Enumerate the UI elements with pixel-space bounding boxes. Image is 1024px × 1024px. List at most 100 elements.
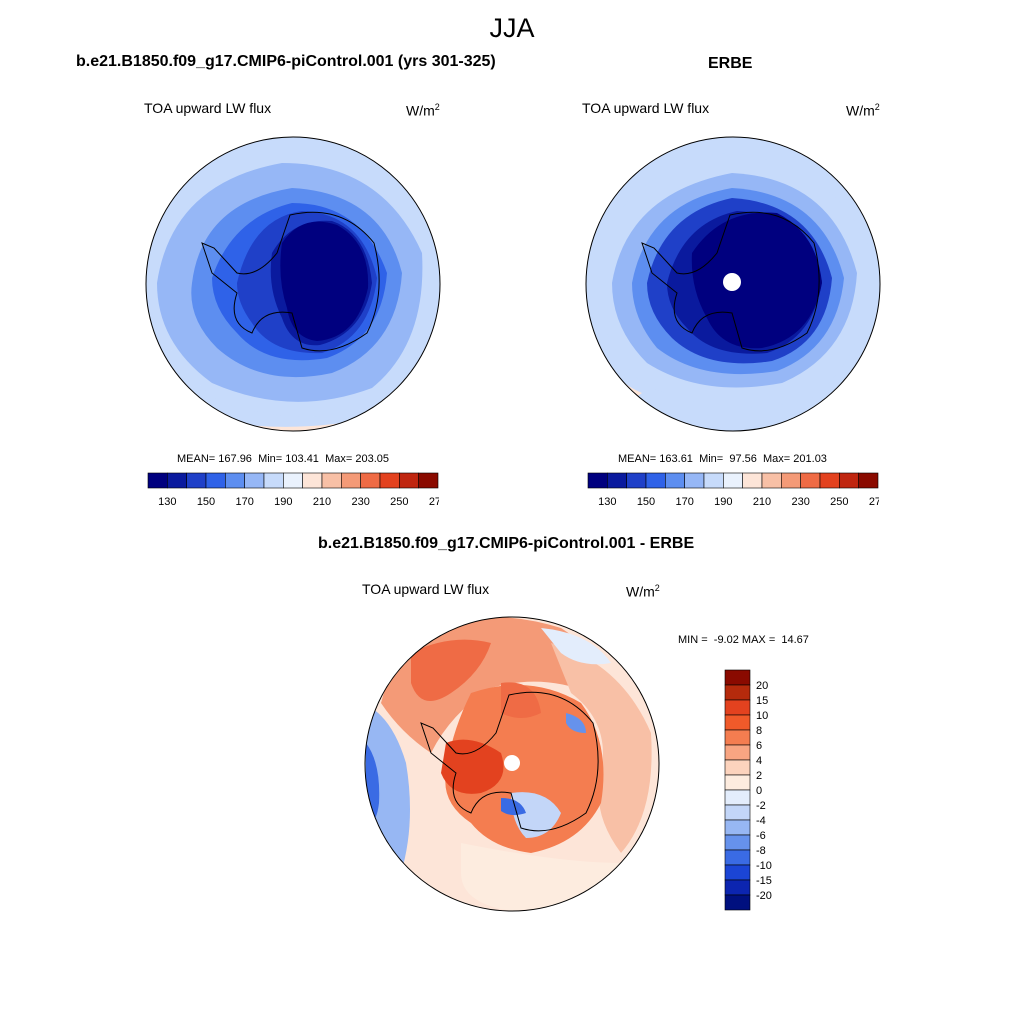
model-colorbar-boxes (147, 472, 439, 489)
model-polar-map (145, 136, 441, 432)
colorbar-tick-label: 20 (756, 680, 768, 692)
colorbar-box (724, 669, 751, 686)
colorbar-tick-label: 150 (197, 496, 215, 508)
colorbar-box (626, 472, 647, 489)
colorbar-box (724, 819, 751, 836)
colorbar-box (839, 472, 859, 489)
model-units-label: W/m2 (406, 102, 440, 119)
colorbar-tick-label: 170 (235, 496, 253, 508)
colorbar-box (360, 472, 381, 489)
colorbar-box (167, 472, 187, 489)
colorbar-box (724, 714, 751, 731)
colorbar-box (418, 472, 439, 489)
colorbar-box (379, 472, 400, 489)
colorbar-tick-label: 250 (830, 496, 848, 508)
model-colorbar-ticks: 130 150 170 190 210 230 250 270 (158, 496, 439, 508)
colorbar-box (724, 804, 751, 821)
colorbar-box (800, 472, 821, 489)
obs-panel-title: ERBE (708, 55, 753, 72)
colorbar-tick-label: -6 (756, 830, 766, 842)
colorbar-tick-label: -15 (756, 875, 772, 887)
colorbar-box (724, 879, 751, 896)
colorbar-tick-label: 4 (756, 755, 762, 767)
diff-stats: MIN = -9.02 MAX = 14.67 (678, 634, 809, 646)
colorbar-tick-label: -2 (756, 800, 766, 812)
colorbar-box (587, 472, 608, 489)
colorbar-tick-label: 130 (158, 496, 176, 508)
colorbar-box (781, 472, 801, 489)
colorbar-box (723, 472, 743, 489)
model-stats: MEAN= 167.96 Min= 103.41 Max= 203.05 (177, 453, 389, 465)
diff-variable-label: TOA upward LW flux (362, 581, 490, 597)
colorbar-tick-label: -20 (756, 890, 772, 902)
obs-colorbar-boxes (587, 472, 879, 489)
colorbar-box (283, 472, 303, 489)
colorbar-box (724, 834, 751, 851)
obs-colorbar: 130 150 170 190 210 230 250 270 (587, 472, 879, 508)
colorbar-tick-label: 170 (675, 496, 693, 508)
colorbar-box (684, 472, 705, 489)
colorbar-tick-label: -8 (756, 845, 766, 857)
colorbar-box (724, 729, 751, 746)
colorbar-tick-label: 8 (756, 725, 762, 737)
obs-polar-map (585, 136, 881, 432)
colorbar-box (665, 472, 685, 489)
colorbar-box (819, 472, 840, 489)
colorbar-box (858, 472, 879, 489)
colorbar-box (724, 759, 751, 776)
colorbar-box (244, 472, 265, 489)
colorbar-box (724, 684, 751, 701)
colorbar-tick-label: 0 (756, 785, 762, 797)
colorbar-tick-label: 230 (791, 496, 809, 508)
colorbar-box (724, 774, 751, 791)
colorbar-tick-label: 230 (351, 496, 369, 508)
colorbar-tick-label: -4 (756, 815, 766, 827)
colorbar-tick-label: 190 (274, 496, 292, 508)
obs-stats: MEAN= 163.61 Min= 97.56 Max= 201.03 (618, 453, 827, 465)
colorbar-tick-label: 2 (756, 770, 762, 782)
colorbar-tick-label: 6 (756, 740, 762, 752)
colorbar-box (724, 894, 751, 911)
colorbar-tick-label: 250 (390, 496, 408, 508)
colorbar-box (607, 472, 627, 489)
colorbar-tick-label: 190 (714, 496, 732, 508)
obs-variable-label: TOA upward LW flux (582, 100, 710, 116)
colorbar-box (302, 472, 323, 489)
colorbar-tick-label: 150 (637, 496, 655, 508)
colorbar-box (341, 472, 361, 489)
figure-title: JJA (489, 13, 535, 43)
model-colorbar: 130 150 170 190 210 230 250 270 (147, 472, 439, 508)
diff-polar-map (364, 616, 660, 912)
colorbar-tick-label: 10 (756, 710, 768, 722)
colorbar-box (225, 472, 245, 489)
diff-units-label: W/m2 (626, 583, 660, 600)
colorbar-box (724, 789, 751, 806)
colorbar-box (399, 472, 419, 489)
model-panel-title: b.e21.B1850.f09_g17.CMIP6-piControl.001 … (76, 53, 496, 70)
colorbar-box (205, 472, 226, 489)
colorbar-tick-label: 270 (869, 496, 879, 508)
colorbar-tick-label: 130 (598, 496, 616, 508)
colorbar-tick-label: -10 (756, 860, 772, 872)
model-variable-label: TOA upward LW flux (144, 100, 272, 116)
colorbar-box (724, 864, 751, 881)
colorbar-box (742, 472, 763, 489)
colorbar-box (147, 472, 168, 489)
colorbar-tick-label: 210 (313, 496, 331, 508)
diff-colorbar-boxes (724, 669, 751, 911)
colorbar-box (724, 699, 751, 716)
colorbar-box (263, 472, 284, 489)
colorbar-box (703, 472, 724, 489)
colorbar-box (724, 744, 751, 761)
colorbar-box (645, 472, 666, 489)
colorbar-tick-label: 210 (753, 496, 771, 508)
colorbar-tick-label: 15 (756, 695, 768, 707)
diff-panel-title: b.e21.B1850.f09_g17.CMIP6-piControl.001 … (318, 535, 695, 552)
colorbar-box (186, 472, 207, 489)
colorbar-box (724, 849, 751, 866)
obs-colorbar-ticks: 130 150 170 190 210 230 250 270 (598, 496, 879, 508)
obs-units-label: W/m2 (846, 102, 880, 119)
colorbar-box (761, 472, 782, 489)
